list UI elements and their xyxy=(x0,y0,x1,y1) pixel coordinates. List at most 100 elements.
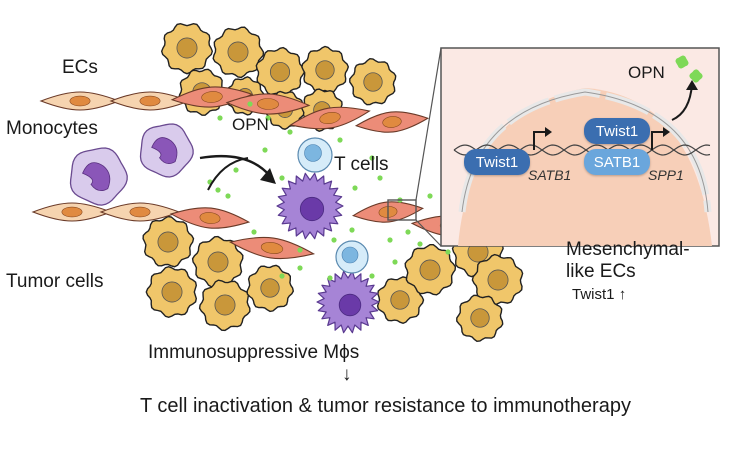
opn-dot xyxy=(417,241,423,247)
twist1-up-text: Twist1 xyxy=(572,286,615,303)
opn-dot xyxy=(287,129,293,135)
zoom-line-top xyxy=(415,47,442,201)
endothelial-nucleus xyxy=(260,242,284,254)
tumor-nucleus xyxy=(176,37,198,59)
endothelial-cell xyxy=(289,106,371,130)
arrow-head-icon xyxy=(545,127,552,137)
outcome-label: T cell inactivation & tumor resistance t… xyxy=(140,395,631,417)
macrophage-nucleus xyxy=(338,293,362,317)
tumor-nucleus xyxy=(487,269,509,291)
ecs-label: ECs xyxy=(62,57,98,78)
opn-label: OPN xyxy=(232,115,269,134)
t-cells-label: T cells xyxy=(334,154,389,175)
tumor-nucleus xyxy=(470,308,490,328)
arrow-head-icon xyxy=(663,127,670,137)
satb1-gene-label: SATB1 xyxy=(528,167,572,183)
endothelial-nucleus xyxy=(201,91,223,103)
tumor-nucleus xyxy=(390,290,410,310)
endothelial-cell xyxy=(225,93,311,115)
opn-dot xyxy=(215,187,221,193)
t-cell-nucleus xyxy=(304,144,322,162)
arrow-layer xyxy=(199,154,276,191)
immune-cell-layer xyxy=(69,123,380,334)
endothelial-cell xyxy=(31,202,113,222)
endothelial-nucleus xyxy=(199,212,221,224)
monocyte-to-macrophage-arrow xyxy=(199,154,271,177)
tumor-nucleus xyxy=(161,281,183,303)
opn-dot xyxy=(331,237,337,243)
opn-dot xyxy=(251,229,257,235)
down-arrow-label: ↓ xyxy=(342,364,352,385)
macrophage-nucleus xyxy=(299,196,325,222)
opn-dot xyxy=(265,115,271,121)
monocyte-nucleus xyxy=(82,162,111,192)
immunosuppressive-macrophages-label: Immunosuppressive Mϕs xyxy=(148,342,360,363)
tumor-nucleus xyxy=(363,72,383,92)
t-cell-nucleus xyxy=(341,246,359,264)
monocyte-nucleus xyxy=(151,137,178,164)
tumor-nucleus xyxy=(419,259,441,281)
tumor-nucleus xyxy=(260,278,280,298)
endothelial-cell xyxy=(109,91,191,111)
endothelial-cell xyxy=(39,91,121,111)
endothelial-nucleus xyxy=(61,206,83,218)
opn-dot xyxy=(327,275,333,281)
opn-dot xyxy=(369,273,375,279)
opn-curve-arrow xyxy=(207,157,249,191)
up-arrow-icon: ↑ xyxy=(618,286,627,303)
zoom-source-box xyxy=(387,199,417,221)
opn-dot xyxy=(352,185,358,191)
endothelial-nucleus xyxy=(69,95,91,107)
opn-dot xyxy=(297,247,303,253)
twist1-protein-left: Twist1 xyxy=(464,149,530,175)
opn-dot xyxy=(279,273,285,279)
endothelial-cell xyxy=(354,111,430,133)
twist1-up-label: Twist1 ↑ xyxy=(572,287,626,302)
opn-dot xyxy=(262,147,268,153)
endothelial-nucleus xyxy=(319,111,341,125)
endothelial-nucleus xyxy=(257,98,279,110)
tumor-nucleus xyxy=(227,41,249,63)
zoom-line-bottom xyxy=(415,219,442,247)
satb1-protein: SATB1 xyxy=(584,149,650,175)
opn-dot xyxy=(349,227,355,233)
arrow-head-icon xyxy=(686,80,698,90)
opn-dot xyxy=(337,137,343,143)
endothelial-nucleus xyxy=(139,95,161,107)
opn-dot xyxy=(297,265,303,271)
monocytes-label: Monocytes xyxy=(6,118,98,139)
inset-opn-label: OPN xyxy=(628,63,665,82)
opn-dot xyxy=(392,259,398,265)
endothelial-nucleus xyxy=(129,206,151,218)
tumor-nucleus xyxy=(315,60,335,80)
tumor-cells-label: Tumor cells xyxy=(6,271,104,292)
spp1-promoter-arrow xyxy=(651,131,668,150)
opn-dot xyxy=(369,155,375,161)
tumor-nucleus xyxy=(207,251,229,273)
satb1-promoter-arrow xyxy=(533,131,550,150)
opn-dot xyxy=(387,237,393,243)
spp1-gene-label: SPP1 xyxy=(648,167,684,183)
endothelial-cell xyxy=(228,236,316,260)
like-ecs-label: like ECs xyxy=(566,261,636,282)
arrow-head-icon xyxy=(260,168,276,184)
opn-dot xyxy=(445,249,451,255)
opn-dot xyxy=(279,175,285,181)
endothelial-nucleus xyxy=(382,116,402,128)
opn-dot xyxy=(377,175,383,181)
twist1-protein-right: Twist1 xyxy=(584,118,650,144)
opn-molecule xyxy=(675,55,689,69)
tumor-nucleus xyxy=(269,61,291,83)
opn-dot-layer xyxy=(207,101,478,281)
opn-dot xyxy=(247,101,253,107)
endothelial-cell xyxy=(169,207,251,229)
opn-dot xyxy=(427,193,433,199)
opn-dot xyxy=(405,229,411,235)
opn-dot xyxy=(225,193,231,199)
tumor-nucleus xyxy=(214,294,236,316)
tumor-nucleus xyxy=(157,231,179,253)
opn-molecule xyxy=(689,69,703,83)
opn-dot xyxy=(217,115,223,121)
